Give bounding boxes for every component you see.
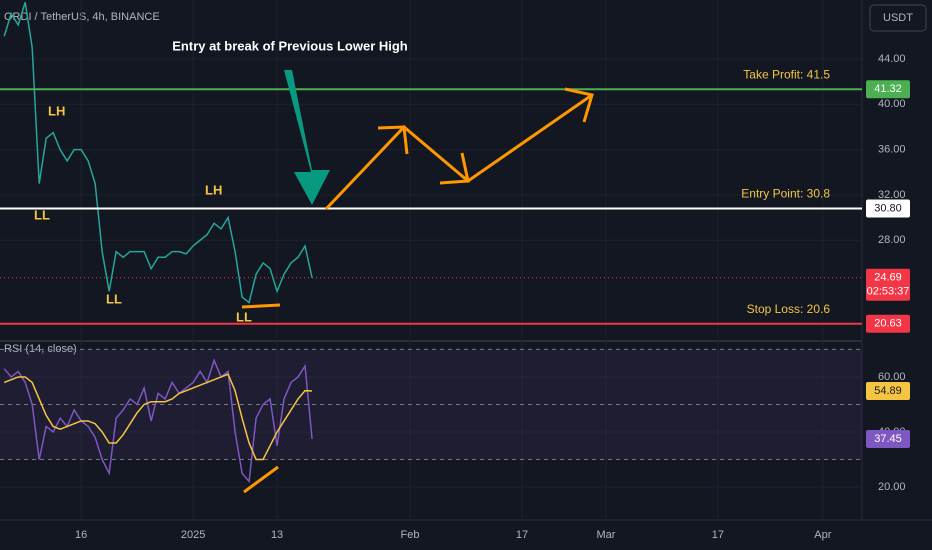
y-tick-label: 28.00 [878,234,906,246]
green-arrow [284,70,330,205]
series-line [3,2,313,304]
last-price-label: 24.69 [874,272,902,284]
symbol-header: ORDI / TetherUS, 4h, BINANCE [4,11,160,23]
last-price-box [866,268,910,301]
series-line [3,373,313,461]
rsi-title: RSI (14, close) [4,343,77,355]
pattern-label: LL [34,207,50,222]
orange-arrowhead [564,87,594,123]
y-tick-label: 60.00 [878,371,906,383]
y-tick-label: 40.00 [878,98,906,110]
level-text: Take Profit: 41.5 [743,67,830,81]
orange-arrowhead [439,152,470,185]
axis-label: 30.80 [874,202,902,214]
currency-button[interactable] [869,4,927,32]
axis-label: 37.45 [874,433,902,445]
x-tick-label: 13 [271,529,283,541]
level-text: Stop Loss: 20.6 [747,302,831,316]
y-tick-label: 36.00 [878,144,906,156]
orange-path [324,93,593,211]
x-tick-label: Feb [401,529,420,541]
level-text: Entry Point: 30.8 [741,187,830,201]
axis-label-box [866,381,910,400]
support-line [241,303,281,309]
axis-label-box [866,199,910,218]
axis-label-box [866,314,910,333]
x-tick-label: 16 [75,529,87,541]
axis-label: 41.32 [874,83,902,95]
annotation-arrows [241,70,594,494]
x-tick-label: 17 [712,529,724,541]
pattern-label: LL [236,309,252,324]
x-tick-label: Mar [596,529,615,541]
y-tick-label: 32.00 [878,189,906,201]
pattern-label: LH [205,182,222,197]
axis-label-box [866,80,910,99]
currency-label[interactable]: USDT [883,12,913,24]
pattern-label: LH [48,103,65,118]
x-tick-label: 2025 [181,529,205,541]
x-tick-label: 17 [516,529,528,541]
x-tick-label: Apr [814,529,831,541]
axis-label: 54.89 [874,385,902,397]
orange-arrowhead [377,125,409,155]
pattern-label: LL [106,291,122,306]
divergence-line [243,465,279,494]
y-tick-label: 44.00 [878,53,906,65]
axis-label-box [866,429,910,448]
chart-title: Entry at break of Previous Lower High [172,38,408,53]
axis-label: 20.63 [874,318,902,330]
countdown-label: 02:53:37 [867,286,910,298]
y-tick-label: 20.00 [878,481,906,493]
